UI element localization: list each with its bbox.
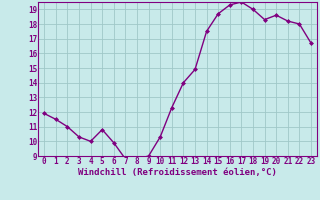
X-axis label: Windchill (Refroidissement éolien,°C): Windchill (Refroidissement éolien,°C) — [78, 168, 277, 177]
